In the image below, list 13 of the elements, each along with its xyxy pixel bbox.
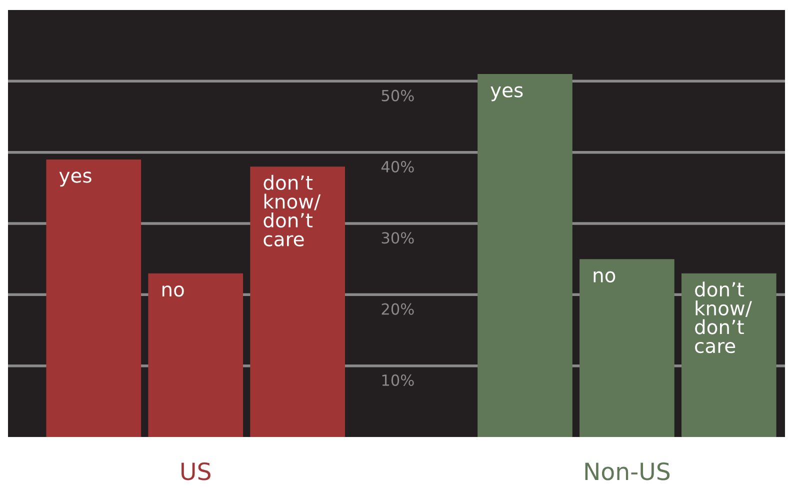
y-tick-label: 40% bbox=[381, 160, 414, 172]
y-tick-label: 50% bbox=[382, 90, 414, 102]
y-tick-label: 30% bbox=[382, 232, 414, 244]
text: don’t know/ don’t care bbox=[264, 174, 321, 246]
series-label: don’t know/ don’t care bbox=[695, 282, 752, 354]
x-tick-label: US bbox=[182, 462, 210, 480]
series-label: yes bbox=[59, 172, 92, 187]
y-tick-label: 20% bbox=[382, 303, 414, 315]
x-tick-label: Non-US bbox=[585, 462, 670, 480]
series-label: no bbox=[162, 286, 184, 297]
text: no bbox=[594, 271, 616, 282]
y-tick-label: 10% bbox=[382, 374, 414, 386]
text: yes bbox=[490, 86, 523, 102]
